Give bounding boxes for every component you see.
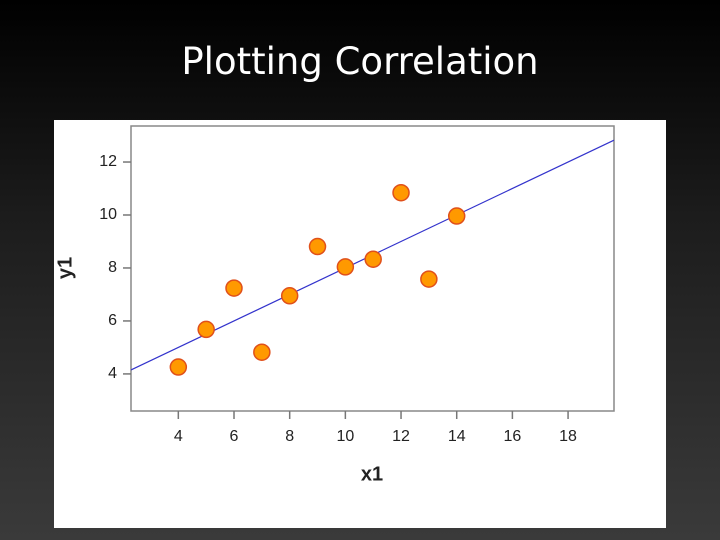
plot-frame xyxy=(130,125,615,412)
x-tick-label: 14 xyxy=(448,428,466,445)
data-point xyxy=(225,279,243,297)
data-point xyxy=(447,207,466,225)
data-point xyxy=(197,320,215,339)
x-tick-label: 4 xyxy=(174,428,183,445)
y-tick-label: 10 xyxy=(99,206,117,223)
x-tick-label: 16 xyxy=(503,428,521,445)
data-point xyxy=(392,183,410,202)
y-tick-label: 6 xyxy=(108,312,117,329)
data-point xyxy=(253,343,271,361)
x-tick-label: 12 xyxy=(392,428,410,445)
data-point xyxy=(280,287,299,305)
x-axis-label: x1 xyxy=(361,463,383,485)
x-tick-label: 18 xyxy=(559,428,577,445)
data-point xyxy=(308,237,327,256)
slide-title: Plotting Correlation xyxy=(181,40,539,83)
chart: x1 y1 4 6 8 10 12 14 16 18 4 6 8 10 12 xyxy=(54,120,666,528)
y-tick-label: 8 xyxy=(108,259,117,276)
data-point xyxy=(420,270,438,288)
data-point xyxy=(336,258,355,276)
x-tick-label: 8 xyxy=(285,428,294,445)
y-axis-label: y1 xyxy=(54,257,76,279)
data-point xyxy=(364,250,382,268)
x-tick-label: 10 xyxy=(336,428,354,445)
y-tick-label: 12 xyxy=(99,153,117,170)
y-tick-label: 4 xyxy=(108,365,117,382)
x-tick-label: 6 xyxy=(230,428,239,445)
data-point xyxy=(169,358,188,376)
